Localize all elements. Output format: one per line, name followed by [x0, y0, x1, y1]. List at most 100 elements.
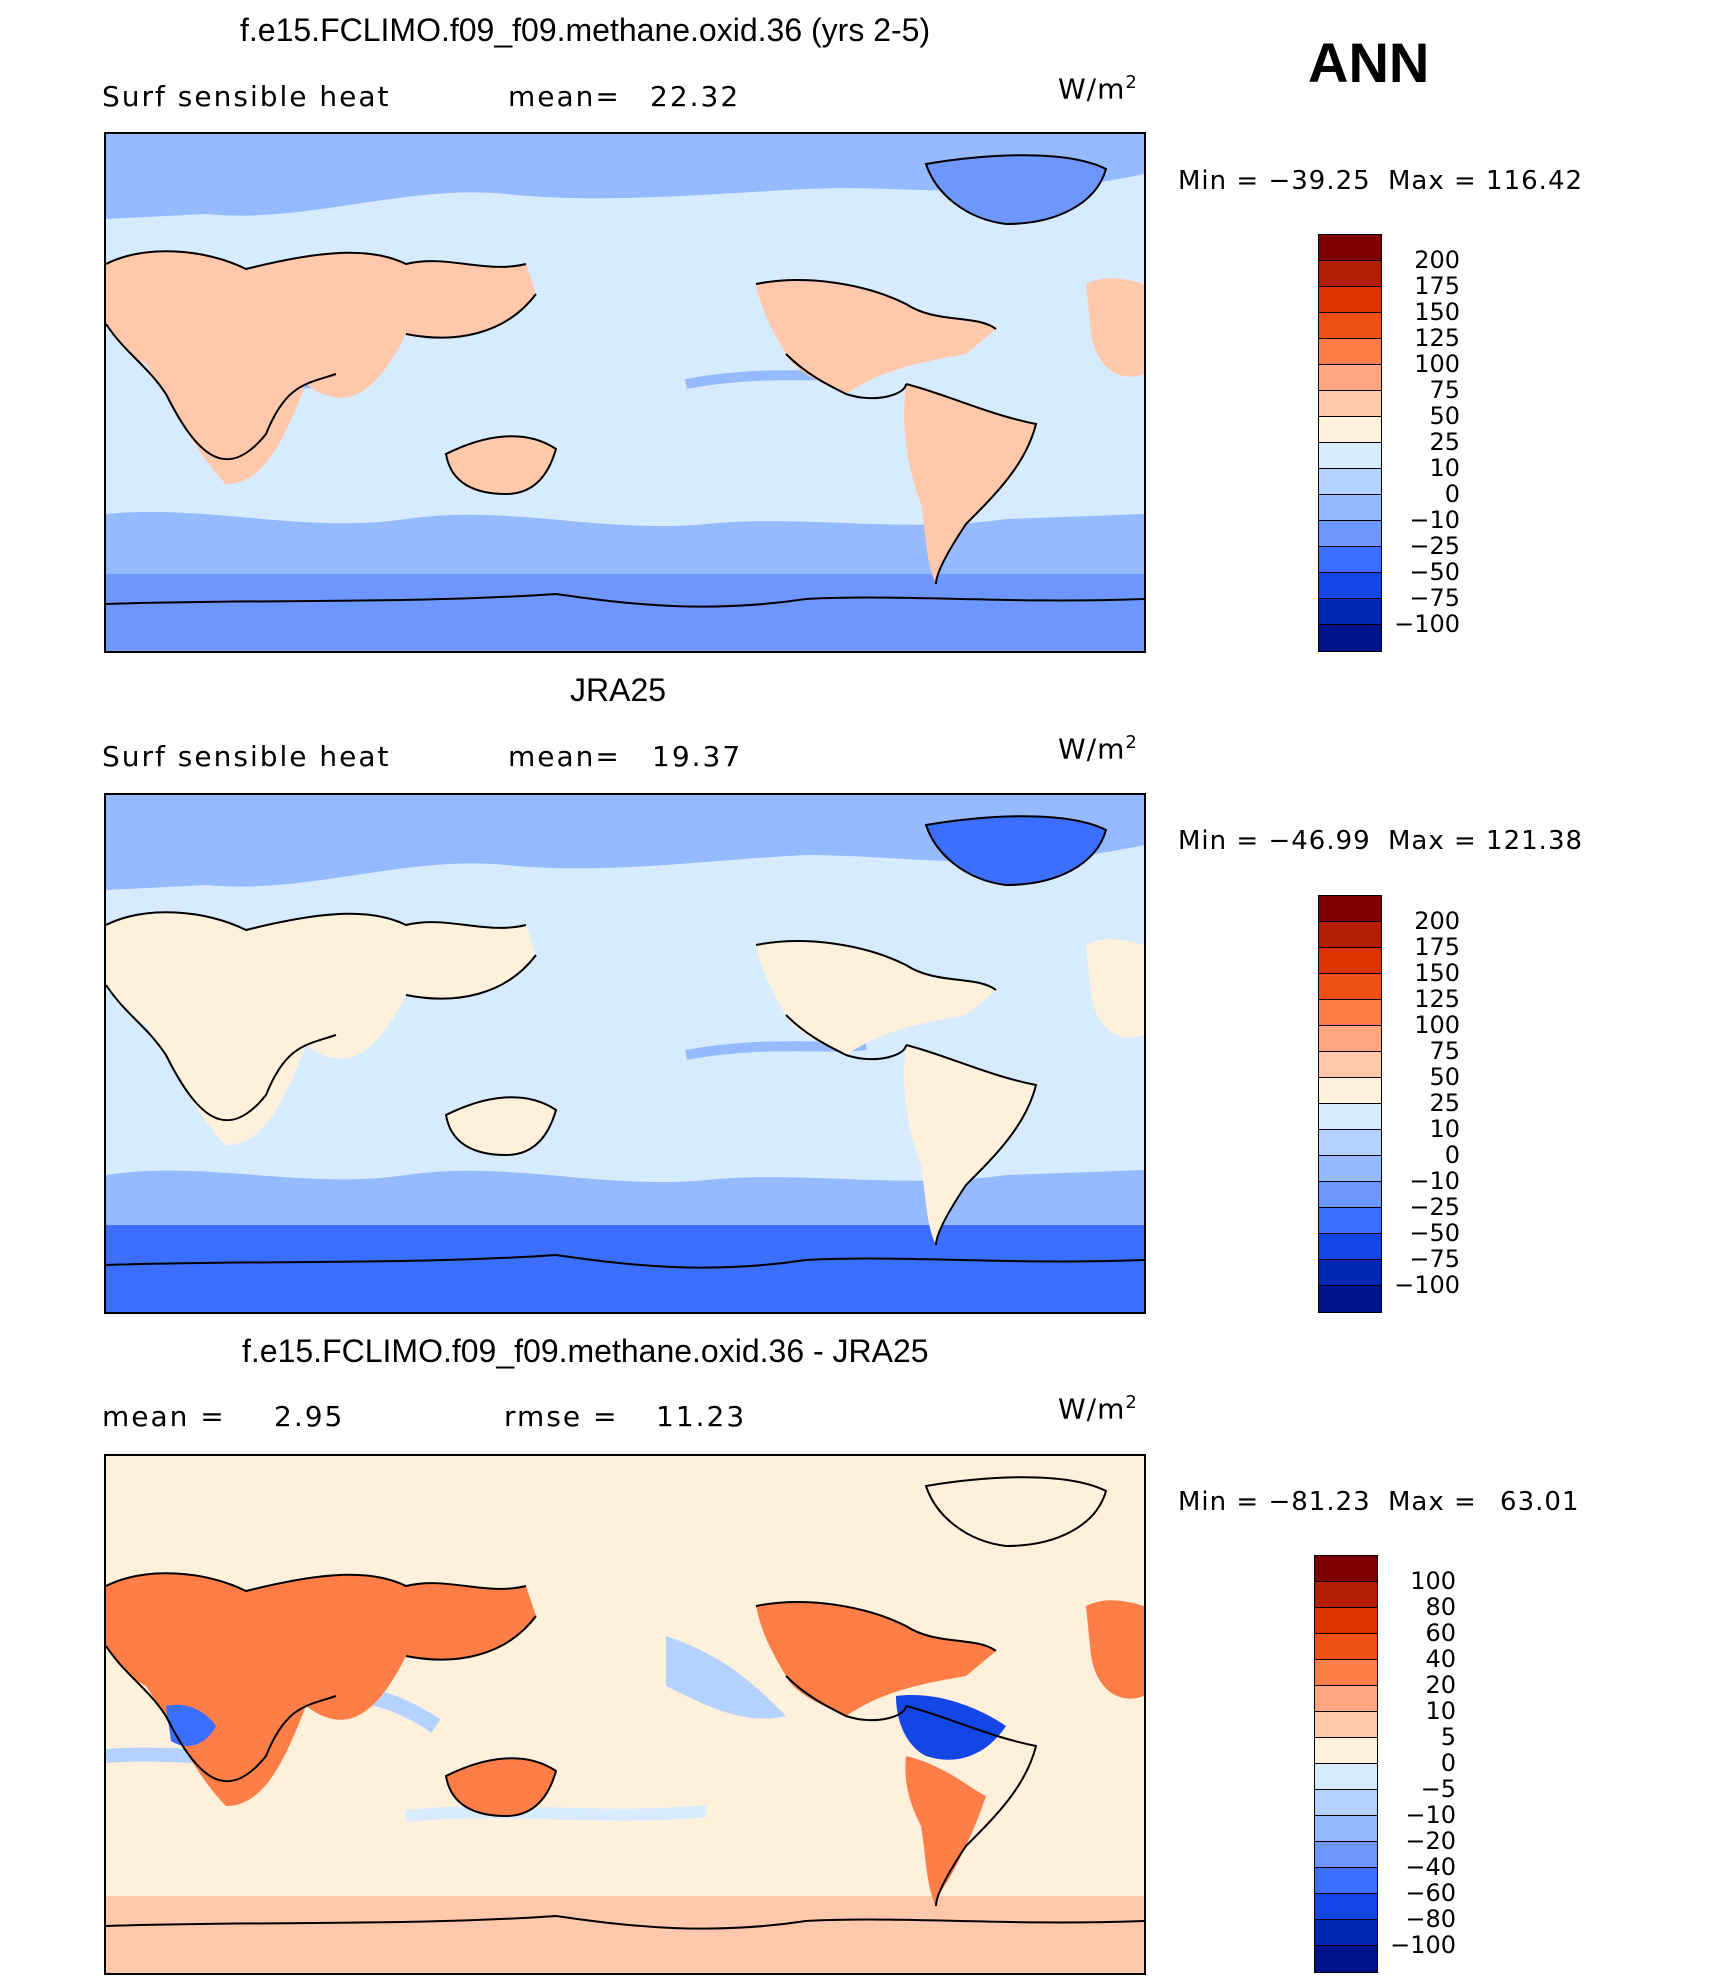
- antarctic-region: [106, 1225, 1144, 1312]
- colorbar-swatch: [1315, 1738, 1377, 1764]
- colorbar-swatch: [1315, 1868, 1377, 1894]
- panel-title: JRA25: [570, 672, 667, 708]
- colorbar-tick-label: 125: [1414, 985, 1460, 1013]
- mean-value: 2.95: [274, 1400, 345, 1433]
- colorbar-swatch: [1315, 1946, 1377, 1972]
- rmse-label: rmse =: [504, 1400, 619, 1433]
- panel-title: f.e15.FCLIMO.f09_f09.methane.oxid.36 (yr…: [240, 12, 931, 48]
- colorbar-obs: [1318, 895, 1382, 1313]
- colorbar-swatch: [1319, 948, 1381, 974]
- max-label: Max: [1387, 166, 1445, 196]
- colorbar-swatch: [1319, 573, 1381, 599]
- colorbar-tick-label: 60: [1425, 1619, 1456, 1647]
- colorbar-tick-label: 150: [1414, 959, 1460, 987]
- min-value: −46.99: [1268, 826, 1371, 856]
- field-label: mean =: [102, 1400, 226, 1433]
- colorbar-swatch: [1319, 1260, 1381, 1286]
- map-field-model: [106, 134, 1144, 651]
- minmax-readout: Min = −81.23 Max = 63.01: [1178, 1487, 1580, 1517]
- colorbar-tick-label: 125: [1414, 324, 1460, 352]
- field-label: Surf sensible heat: [102, 740, 391, 773]
- colorbar-swatch: [1319, 287, 1381, 313]
- colorbar-swatch: [1319, 896, 1381, 922]
- colorbar-swatch: [1319, 599, 1381, 625]
- season-label: ANN: [1308, 31, 1430, 94]
- land-regions: [106, 1573, 1144, 1906]
- colorbar-tick-label: 175: [1414, 933, 1460, 961]
- colorbar-tick-label: −10: [1409, 506, 1460, 534]
- colorbar-swatch: [1319, 625, 1381, 651]
- colorbar-tick-label: −75: [1409, 584, 1460, 612]
- max-label: Max: [1387, 1487, 1445, 1517]
- colorbar-tick-label: 10: [1429, 454, 1460, 482]
- colorbar-tick-label: −10: [1405, 1801, 1456, 1829]
- africa-negative-region: [166, 1704, 216, 1746]
- colorbar-tick-label: −25: [1409, 532, 1460, 560]
- colorbar-swatch: [1319, 1130, 1381, 1156]
- colorbar-tick-label: 10: [1425, 1697, 1456, 1725]
- map-panel-model: [104, 132, 1146, 653]
- colorbar-swatch: [1319, 1234, 1381, 1260]
- colorbar-swatch: [1315, 1764, 1377, 1790]
- colorbar-tick-label: 100: [1410, 1567, 1456, 1595]
- antarctic-region: [106, 1896, 1144, 1973]
- colorbar-tick-label: −25: [1409, 1193, 1460, 1221]
- colorbar-swatch: [1315, 1556, 1377, 1582]
- colorbar-swatch: [1319, 1078, 1381, 1104]
- colorbar-tick-label: −75: [1409, 1245, 1460, 1273]
- colorbar-tick-label: 75: [1429, 1037, 1460, 1065]
- units-label: W/m2: [1058, 732, 1138, 766]
- max-label: Max: [1387, 826, 1445, 856]
- colorbar-swatch: [1315, 1634, 1377, 1660]
- colorbar-tick-label: 25: [1429, 428, 1460, 456]
- colorbar-swatch: [1315, 1660, 1377, 1686]
- colorbar-tick-label: 5: [1440, 1723, 1456, 1751]
- map-panel-diff: [104, 1454, 1146, 1975]
- colorbar-swatch: [1319, 235, 1381, 261]
- colorbar-swatch: [1319, 922, 1381, 948]
- colorbar-swatch: [1319, 521, 1381, 547]
- colorbar-tick-label: −80: [1405, 1905, 1456, 1933]
- colorbar-swatch: [1319, 1000, 1381, 1026]
- field-label: Surf sensible heat: [102, 80, 391, 113]
- colorbar-swatch: [1319, 391, 1381, 417]
- max-value: 63.01: [1500, 1487, 1580, 1517]
- colorbar-swatch: [1319, 443, 1381, 469]
- max-value: 121.38: [1486, 826, 1584, 856]
- mean-label: mean=: [508, 80, 621, 113]
- rmse-value: 11.23: [656, 1400, 747, 1433]
- colorbar-swatch: [1315, 1842, 1377, 1868]
- colorbar-tick-label: −5: [1420, 1775, 1456, 1803]
- colorbar-tick-label: −50: [1409, 558, 1460, 586]
- minmax-readout: Min = −39.25 Max = 116.42: [1178, 166, 1584, 196]
- colorbar-tick-label: 50: [1429, 1063, 1460, 1091]
- colorbar-swatch: [1319, 1104, 1381, 1130]
- antarctic-region: [106, 574, 1144, 651]
- colorbar-swatch: [1319, 1156, 1381, 1182]
- colorbar-tick-label: 100: [1414, 1011, 1460, 1039]
- colorbar-swatch: [1319, 974, 1381, 1000]
- colorbar-tick-label: 200: [1414, 907, 1460, 935]
- colorbar-tick-label: 75: [1429, 376, 1460, 404]
- colorbar-swatch: [1319, 261, 1381, 287]
- colorbar-swatch: [1315, 1608, 1377, 1634]
- mean-label: mean=: [508, 740, 621, 773]
- colorbar-swatch: [1319, 365, 1381, 391]
- min-label: Min: [1178, 1487, 1228, 1517]
- colorbar-tick-label: 175: [1414, 272, 1460, 300]
- colorbar-tick-label: 100: [1414, 350, 1460, 378]
- map-field-diff: [106, 1456, 1144, 1973]
- coastlines: [106, 815, 1144, 1269]
- colorbar-swatch: [1319, 1286, 1381, 1312]
- colorbar-tick-label: −100: [1394, 1271, 1460, 1299]
- min-label: Min: [1178, 166, 1228, 196]
- colorbar-tick-label: 80: [1425, 1593, 1456, 1621]
- land-regions: [106, 912, 1144, 1245]
- colorbar-swatch: [1315, 1920, 1377, 1946]
- coastlines: [106, 154, 1144, 608]
- colorbar-tick-label: 40: [1425, 1645, 1456, 1673]
- colorbar-tick-label: 200: [1414, 246, 1460, 274]
- map-field-obs: [106, 795, 1144, 1312]
- colorbar-tick-label: 50: [1429, 402, 1460, 430]
- colorbar-tick-label: 0: [1444, 1141, 1460, 1169]
